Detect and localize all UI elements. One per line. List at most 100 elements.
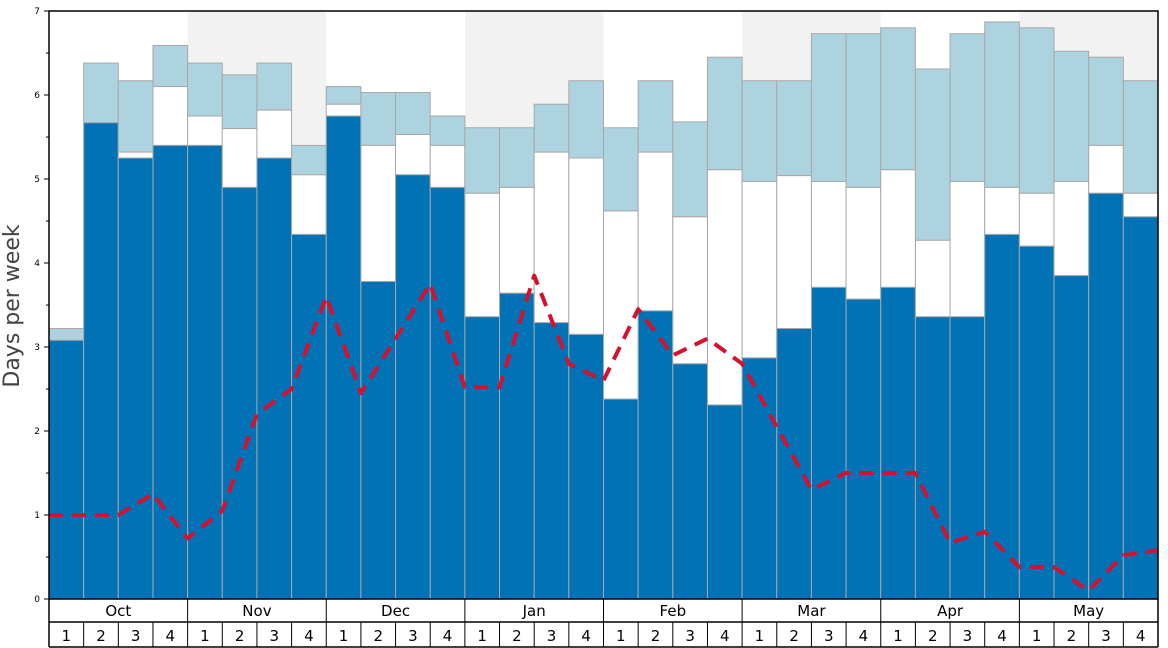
bar-middle-segment (949, 181, 986, 318)
bar-base-segment (152, 144, 189, 600)
bar-base-segment (83, 122, 119, 600)
bar-base-segment (810, 286, 847, 600)
bar-top-segment (1122, 80, 1159, 194)
week-label: 4 (997, 627, 1007, 645)
week-label: 2 (651, 627, 661, 645)
week-label: 4 (859, 627, 869, 645)
week-label: 4 (443, 627, 453, 645)
bar-top-segment (117, 80, 154, 153)
bar-top-segment (360, 91, 397, 146)
week-label: 3 (269, 627, 279, 645)
labels-layer: Days per week 0 1 2 3 4 5 6 7 Oct 1 2 3 4 Nov 1 2 3 4 Dec 1… (0, 7, 1145, 645)
bar-middle-segment (568, 157, 604, 335)
week-label: 2 (789, 627, 799, 645)
bar-middle-segment (117, 151, 154, 159)
bar-middle-segment (464, 192, 501, 318)
week-label: 1 (616, 627, 626, 645)
bar-top-segment (706, 56, 743, 171)
week-label: 2 (235, 627, 245, 645)
bar-middle-segment (187, 115, 223, 146)
bar-base-segment (741, 357, 778, 600)
week-label: 4 (304, 627, 314, 645)
bar-base-segment (880, 286, 916, 600)
week-label: 4 (720, 627, 730, 645)
bar-top-segment (603, 127, 639, 212)
bar-middle-segment (1122, 192, 1159, 218)
bar-top-segment (810, 33, 847, 183)
bar-top-segment (568, 80, 604, 159)
bar-base-segment (533, 322, 570, 600)
bar-top-segment (83, 62, 119, 124)
bar-middle-segment (1018, 192, 1055, 247)
bar-base-segment (1053, 275, 1090, 600)
bar-base-segment (1122, 216, 1159, 600)
y-tick-label: 4 (34, 259, 40, 269)
bar-base-segment (360, 280, 397, 600)
bar-base-segment (429, 186, 466, 600)
bar-top-segment (464, 127, 501, 194)
bar-base-segment (499, 292, 535, 600)
axes-layer (44, 10, 1159, 648)
week-label: 3 (131, 627, 141, 645)
bar-top-segment (984, 21, 1020, 188)
week-label: 1 (200, 627, 210, 645)
month-label: Oct (105, 602, 131, 620)
bar-top-segment (949, 33, 986, 183)
bar-middle-segment (291, 174, 327, 235)
bar-top-segment (325, 86, 362, 105)
bar-base-segment (187, 144, 223, 600)
bar-top-segment (187, 62, 223, 117)
week-label: 1 (755, 627, 765, 645)
bar-base-segment (949, 316, 986, 600)
month-label: Feb (660, 602, 687, 620)
bar-top-segment (429, 115, 466, 146)
y-tick-label: 7 (34, 7, 40, 17)
bar-middle-segment (221, 128, 258, 188)
bar-middle-segment (325, 103, 362, 117)
week-label: 3 (824, 627, 834, 645)
bar-top-segment (914, 68, 951, 241)
bar-base-segment (845, 298, 882, 600)
bar-middle-segment (152, 86, 189, 146)
bar-top-segment (672, 121, 708, 218)
week-label: 1 (893, 627, 903, 645)
bars-layer (48, 21, 1159, 600)
bar-middle-segment (360, 144, 397, 282)
week-label: 3 (963, 627, 973, 645)
bar-top-segment (48, 328, 85, 341)
bar-middle-segment (984, 186, 1020, 235)
bar-top-segment (845, 33, 882, 188)
y-tick-label: 0 (34, 595, 40, 605)
y-tick-label: 5 (34, 175, 40, 185)
bar-middle-segment (395, 133, 431, 176)
month-label: Apr (937, 602, 964, 620)
bar-middle-segment (533, 151, 570, 324)
bar-middle-segment (1088, 144, 1124, 194)
bar-top-segment (1088, 56, 1124, 146)
month-label: Mar (797, 602, 826, 620)
bar-top-segment (395, 91, 431, 135)
bar-base-segment (637, 310, 674, 600)
week-label: 2 (96, 627, 106, 645)
week-label: 2 (928, 627, 938, 645)
bar-base-segment (117, 157, 154, 600)
bar-middle-segment (914, 239, 951, 318)
bar-middle-segment (603, 210, 639, 400)
y-axis-label: Days per week (0, 224, 25, 387)
bar-base-segment (325, 115, 362, 600)
week-label: 1 (339, 627, 349, 645)
bar-middle-segment (810, 181, 847, 288)
month-label: Nov (242, 602, 271, 620)
bar-top-segment (499, 127, 535, 188)
y-tick-label: 1 (34, 511, 40, 521)
y-tick-label: 3 (34, 343, 40, 353)
bar-top-segment (741, 80, 778, 183)
bar-base-segment (1018, 245, 1055, 600)
bar-base-segment (603, 398, 639, 600)
bar-middle-segment (499, 186, 535, 294)
bar-top-segment (1053, 50, 1090, 183)
bar-top-segment (880, 27, 916, 171)
bar-middle-segment (741, 181, 778, 359)
